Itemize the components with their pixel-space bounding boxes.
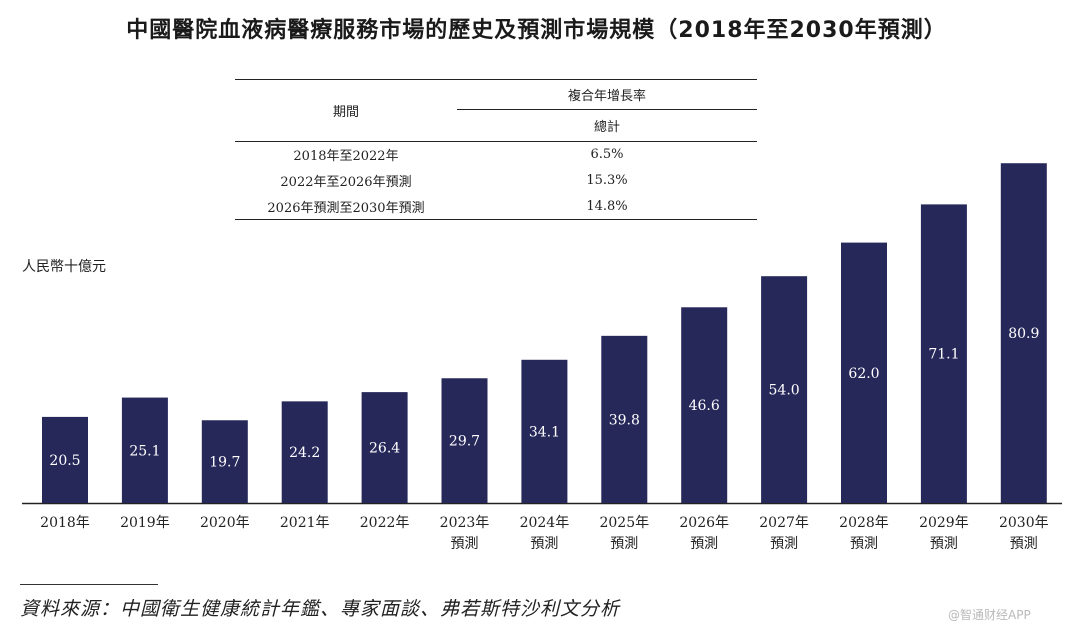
table-row: 2022年至2026年預測 15.3%	[235, 168, 757, 194]
data-label: 25.1	[129, 443, 160, 459]
x-tick-label: 2026年	[679, 515, 729, 531]
data-label: 39.8	[609, 412, 640, 428]
cagr-period: 2022年至2026年預測	[280, 175, 412, 190]
bar	[521, 359, 568, 503]
bar	[201, 420, 248, 503]
data-label: 46.6	[689, 398, 720, 414]
y-axis-unit-label: 人民幣十億元	[22, 259, 106, 275]
x-tick-label: 預測	[770, 536, 798, 552]
source-divider	[20, 584, 158, 585]
data-label: 71.1	[928, 347, 959, 363]
table-row: 2026年預測至2030年預測 14.8%	[235, 194, 757, 220]
x-tick-label: 2020年	[200, 515, 250, 531]
x-tick-label: 預測	[850, 536, 878, 552]
table-row: 2018年至2022年 6.5%	[235, 142, 757, 168]
x-tick-label: 預測	[1010, 536, 1038, 552]
bar	[841, 242, 887, 503]
bar	[361, 392, 408, 503]
data-label: 80.9	[1008, 326, 1039, 342]
watermark: @智通财经APP	[948, 608, 1031, 622]
x-tick-label: 2021年	[280, 515, 330, 531]
chart-title: 中國醫院血液病醫療服務市場的歷史及預測市場規模（2018年至2030年預測）	[126, 18, 947, 43]
bar	[681, 307, 728, 503]
cagr-header-period: 期間	[235, 79, 457, 142]
x-tick-label: 預測	[530, 536, 558, 552]
bar	[42, 416, 88, 503]
x-tick-label: 2028年	[839, 515, 889, 531]
x-tick-label: 2019年	[120, 515, 170, 531]
data-label: 24.2	[289, 445, 320, 461]
x-tick-label: 預測	[610, 536, 638, 552]
bar	[1000, 163, 1047, 503]
cagr-header-cagr: 複合年增長率	[457, 79, 757, 110]
source-note: 資料來源：中國衛生健康統計年鑑、專家面談、弗若斯特沙利文分析	[20, 598, 621, 620]
bar-chart: 20.5 2018年 25.1 2019年 19.7 2020年 24.2 2021年 26.4…	[22, 163, 1062, 552]
x-tick-label: 預測	[690, 536, 718, 552]
data-label: 29.7	[449, 434, 480, 450]
data-label: 34.1	[529, 424, 560, 440]
cagr-value: 14.8%	[586, 198, 628, 214]
data-label: 26.4	[369, 441, 400, 457]
cagr-period: 2026年預測至2030年預測	[267, 200, 425, 216]
x-tick-label: 2029年	[919, 515, 969, 531]
bar	[281, 401, 328, 503]
cagr-period: 2018年至2022年	[293, 149, 399, 165]
bar	[441, 378, 488, 503]
cagr-header-total: 總計	[457, 109, 757, 142]
x-tick-label: 2025年	[599, 515, 649, 531]
cagr-value: 6.5%	[590, 147, 624, 163]
bar	[121, 397, 168, 503]
x-tick-label: 2030年	[999, 515, 1049, 531]
bar	[761, 276, 808, 503]
data-label: 54.0	[769, 383, 800, 399]
cagr-table: 期間 複合年增長率 總計 2018年至2022年 6.5% 2022年至2026…	[235, 79, 757, 220]
data-label: 62.0	[848, 366, 879, 382]
x-tick-label: 2018年	[40, 515, 90, 531]
x-tick-label: 2023年	[440, 515, 490, 531]
bar	[920, 204, 967, 503]
cagr-value: 15.3%	[586, 173, 628, 188]
x-tick-label: 預測	[451, 536, 479, 552]
data-label: 20.5	[49, 453, 80, 469]
data-label: 19.7	[209, 455, 240, 471]
bar	[601, 335, 648, 503]
x-tick-label: 2022年	[360, 515, 410, 531]
x-tick-label: 預測	[930, 536, 958, 552]
x-tick-label: 2024年	[520, 515, 570, 531]
x-tick-label: 2027年	[759, 515, 809, 531]
